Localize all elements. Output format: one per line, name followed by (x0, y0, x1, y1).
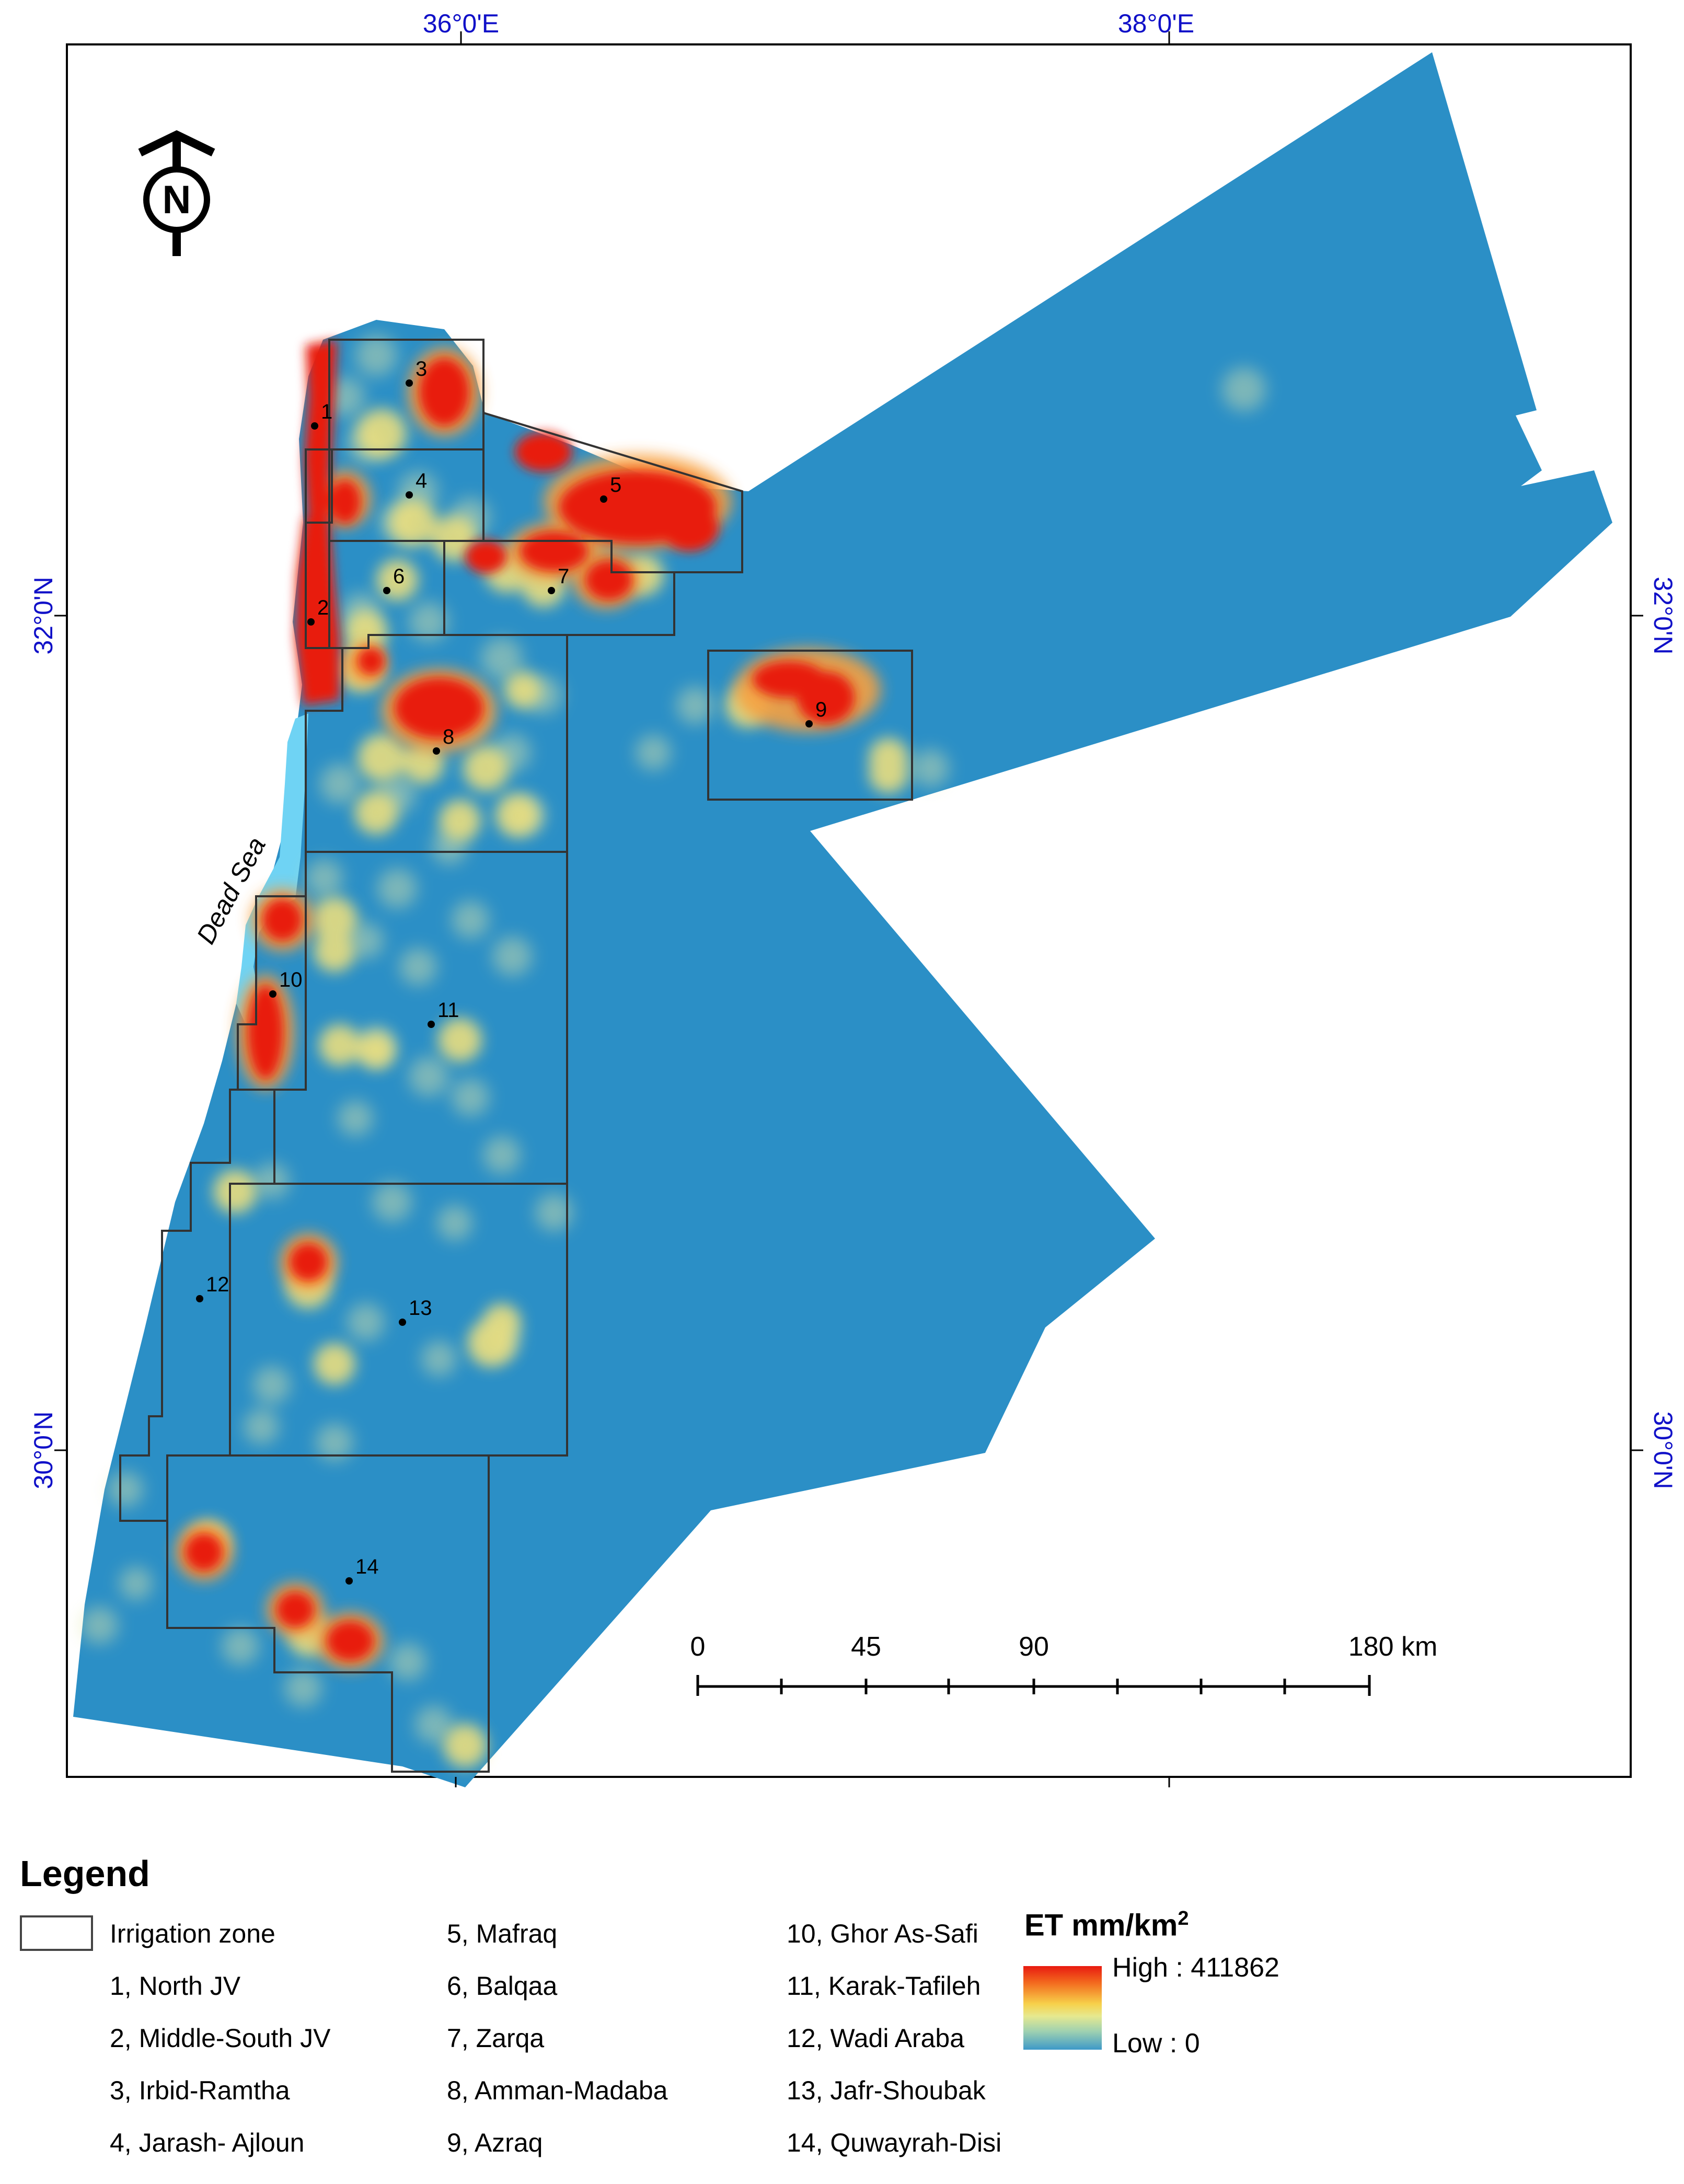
scale-label-0: 0 (690, 1632, 706, 1662)
zone-11-point (428, 1021, 435, 1028)
zone-9-label: 9 (815, 698, 827, 721)
lat-label-right-30: 30°0'N (1648, 1411, 1678, 1489)
legend-zone-item: 2, Middle-South JV (110, 2024, 331, 2053)
legend-zone-item: 4, Jarash- Ajloun (110, 2128, 305, 2157)
north-arrow-icon: N (138, 130, 215, 256)
zone-2-label: 2 (317, 596, 329, 619)
legend-zone-item: 10, Ghor As-Safi (787, 1919, 978, 1948)
legend-zone-item: 9, Azraq (447, 2128, 543, 2157)
zone-4-label: 4 (416, 469, 427, 492)
et-color-ramp (1023, 1966, 1102, 2050)
lat-label-left-30: 30°0'N (29, 1411, 58, 1489)
zone-2-point (307, 618, 315, 626)
irrigation-zone-boundaries (119, 339, 913, 1773)
et-legend-title: ET mm/km2 (1024, 1908, 1189, 1943)
zone-11-label: 11 (437, 999, 459, 1022)
zone-boundary-14 (166, 1454, 490, 1773)
legend-zone-item: 13, Jafr-Shoubak (787, 2076, 986, 2105)
zone-12-label: 12 (206, 1273, 229, 1296)
lon-label-top-38: 38°0'E (1118, 9, 1194, 38)
irrigation-zone-label: Irrigation zone (110, 1919, 275, 1948)
et-title-superscript: 2 (1178, 1908, 1189, 1929)
zone-10-point (269, 990, 276, 998)
lat-label-right-32: 32°0'N (1648, 576, 1678, 654)
north-arrow-letter: N (163, 178, 191, 222)
zone-6-point (383, 587, 390, 594)
zone-7-point (548, 587, 555, 594)
zone-boundary-1 (305, 448, 333, 524)
zone-13-point (399, 1319, 406, 1326)
legend-zone-item: 14, Quwayrah-Disi (787, 2128, 1002, 2157)
legend-zone-item: 12, Wadi Araba (787, 2024, 965, 2053)
zone-12-point (196, 1295, 203, 1302)
legend-zones-col-3: 10, Ghor As-Safi 11, Karak-Tafileh 12, W… (787, 1908, 1001, 2169)
et-high-label: High : 411862 (1112, 1952, 1279, 1983)
dead-sea (236, 713, 308, 1024)
scale-bar: 0 45 90 180 km (690, 1632, 1438, 1696)
scale-label-45: 45 (851, 1632, 881, 1662)
legend-zone-item: 5, Mafraq (447, 1919, 558, 1948)
legend-zone-item: 11, Karak-Tafileh (787, 1971, 981, 2001)
legend-title: Legend (20, 1853, 150, 1894)
zone-14-label: 14 (355, 1555, 379, 1578)
zone-8-label: 8 (443, 725, 454, 748)
scale-label-90: 90 (1019, 1632, 1049, 1662)
zone-1-point (311, 422, 318, 430)
zone-7-label: 7 (558, 565, 569, 588)
legend-zone-item: 6, Balqaa (447, 1971, 558, 2001)
scale-label-180: 180 km (1348, 1632, 1438, 1662)
zone-5-point (600, 495, 607, 503)
zone-13-label: 13 (409, 1297, 432, 1320)
et-title-text: ET mm/km (1024, 1908, 1178, 1943)
zone-4-point (406, 491, 413, 499)
legend-zone-item: 7, Zarqa (447, 2024, 545, 2053)
irrigation-zone-swatch (20, 1915, 93, 1951)
zone-6-label: 6 (393, 565, 405, 588)
zone-5-label: 5 (610, 473, 621, 496)
zone-1-label: 1 (321, 400, 332, 423)
zone-10-label: 10 (279, 968, 303, 991)
legend-zone-item: 1, North JV (110, 1971, 241, 2001)
lon-label-top-36: 36°0'E (423, 9, 499, 38)
zone-3-label: 3 (416, 357, 427, 380)
zone-8-point (433, 747, 440, 755)
et-heat-layer (80, 334, 1266, 1767)
jordan-territory (73, 52, 1612, 1787)
legend-zone-item: 8, Amman-Madaba (447, 2076, 668, 2105)
zone-9-point (805, 720, 813, 727)
zone-3-point (406, 379, 413, 387)
legend-zone-item: 3, Irbid-Ramtha (110, 2076, 290, 2105)
legend-zones-col-1: 1, North JV 2, Middle-South JV 3, Irbid-… (110, 1960, 330, 2169)
lat-label-left-32: 32°0'N (29, 576, 58, 654)
zone-14-point (345, 1577, 353, 1585)
zone-boundary-9 (707, 650, 913, 801)
legend-zones-col-2: 5, Mafraq 6, Balqaa 7, Zarqa 8, Amman-Ma… (447, 1908, 667, 2169)
et-low-label: Low : 0 (1112, 2028, 1200, 2059)
